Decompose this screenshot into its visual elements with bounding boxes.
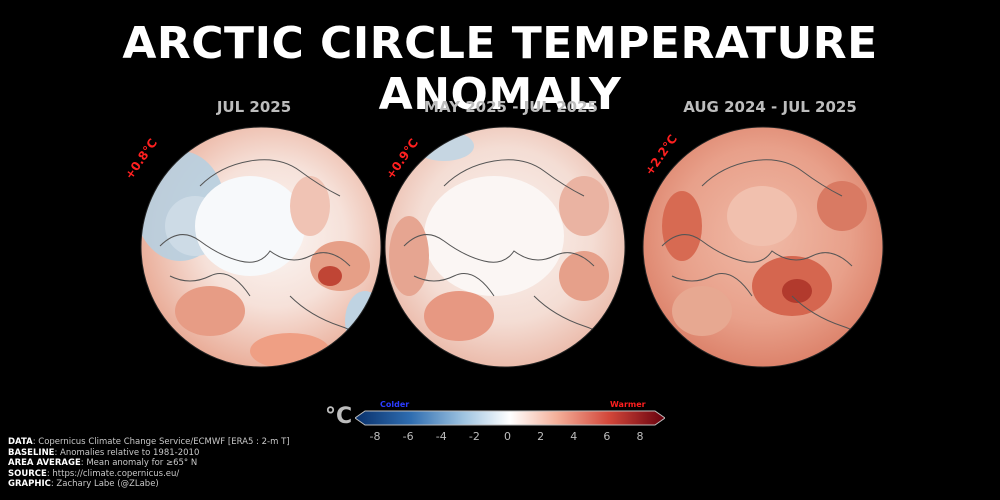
panel-1-title: JUL 2025	[216, 98, 292, 116]
credit-text: : Zachary Labe (@ZLabe)	[50, 479, 159, 489]
credit-text: : https://climate.copernicus.eu/	[46, 468, 180, 479]
colorbar-tick-label: 2	[537, 430, 545, 443]
colorbar-gradient	[355, 410, 665, 426]
panel-3-title: AUG 2024 - JUL 2025	[683, 98, 857, 116]
credit-label: DATA	[8, 437, 33, 447]
arctic-map-jul-2025	[140, 126, 382, 368]
credit-line: SOURCE: https://climate.copernicus.eu/	[8, 469, 290, 480]
credit-label: GRAPHIC	[8, 479, 51, 489]
colorbar-tick-label: 6	[603, 430, 611, 443]
credit-label: SOURCE	[8, 468, 47, 479]
colorbar-tick-label: -6	[402, 430, 414, 443]
credit-line: AREA AVERAGE: Mean anomaly for ≥65° N	[8, 458, 290, 469]
colorbar-tick-label: -4	[435, 430, 447, 443]
chart-title: ARCTIC CIRCLE TEMPERATURE ANOMALY	[122, 18, 878, 120]
colder-label: Colder	[380, 400, 410, 409]
colorbar-tick-label: 0	[504, 430, 511, 443]
credit-label: BASELINE	[8, 447, 55, 458]
colorbar-tick-label: 8	[636, 430, 644, 443]
credit-line: GRAPHIC: Zachary Labe (@ZLabe)	[8, 479, 290, 490]
credit-line: DATA: Copernicus Climate Change Service/…	[8, 437, 290, 448]
credit-text: : Mean anomaly for ≥65° N	[80, 458, 198, 468]
credit-label: AREA AVERAGE	[8, 458, 81, 468]
colorbar-tick-label: -8	[369, 430, 381, 443]
arctic-map-aug-2024-jul-2025	[642, 126, 884, 368]
credit-text: : Anomalies relative to 1981-2010	[54, 447, 200, 458]
colorbar-tick-label: -2	[468, 430, 480, 443]
credit-text: : Copernicus Climate Change Service/ECMW…	[32, 437, 290, 447]
credit-line: BASELINE: Anomalies relative to 1981-201…	[8, 448, 290, 459]
colorbar-tick-label: 4	[570, 430, 578, 443]
colorbar: °C Colder Warmer -8 -6 -4 -2 0 2 4 6 8	[325, 400, 685, 450]
panel-2-title: MAY 2025 - JUL 2025	[424, 98, 598, 116]
credits: DATA: Copernicus Climate Change Service/…	[8, 437, 290, 490]
arctic-map-may-jul-2025	[384, 126, 626, 368]
colorbar-unit: °C	[325, 404, 353, 429]
warmer-label: Warmer	[610, 400, 646, 409]
